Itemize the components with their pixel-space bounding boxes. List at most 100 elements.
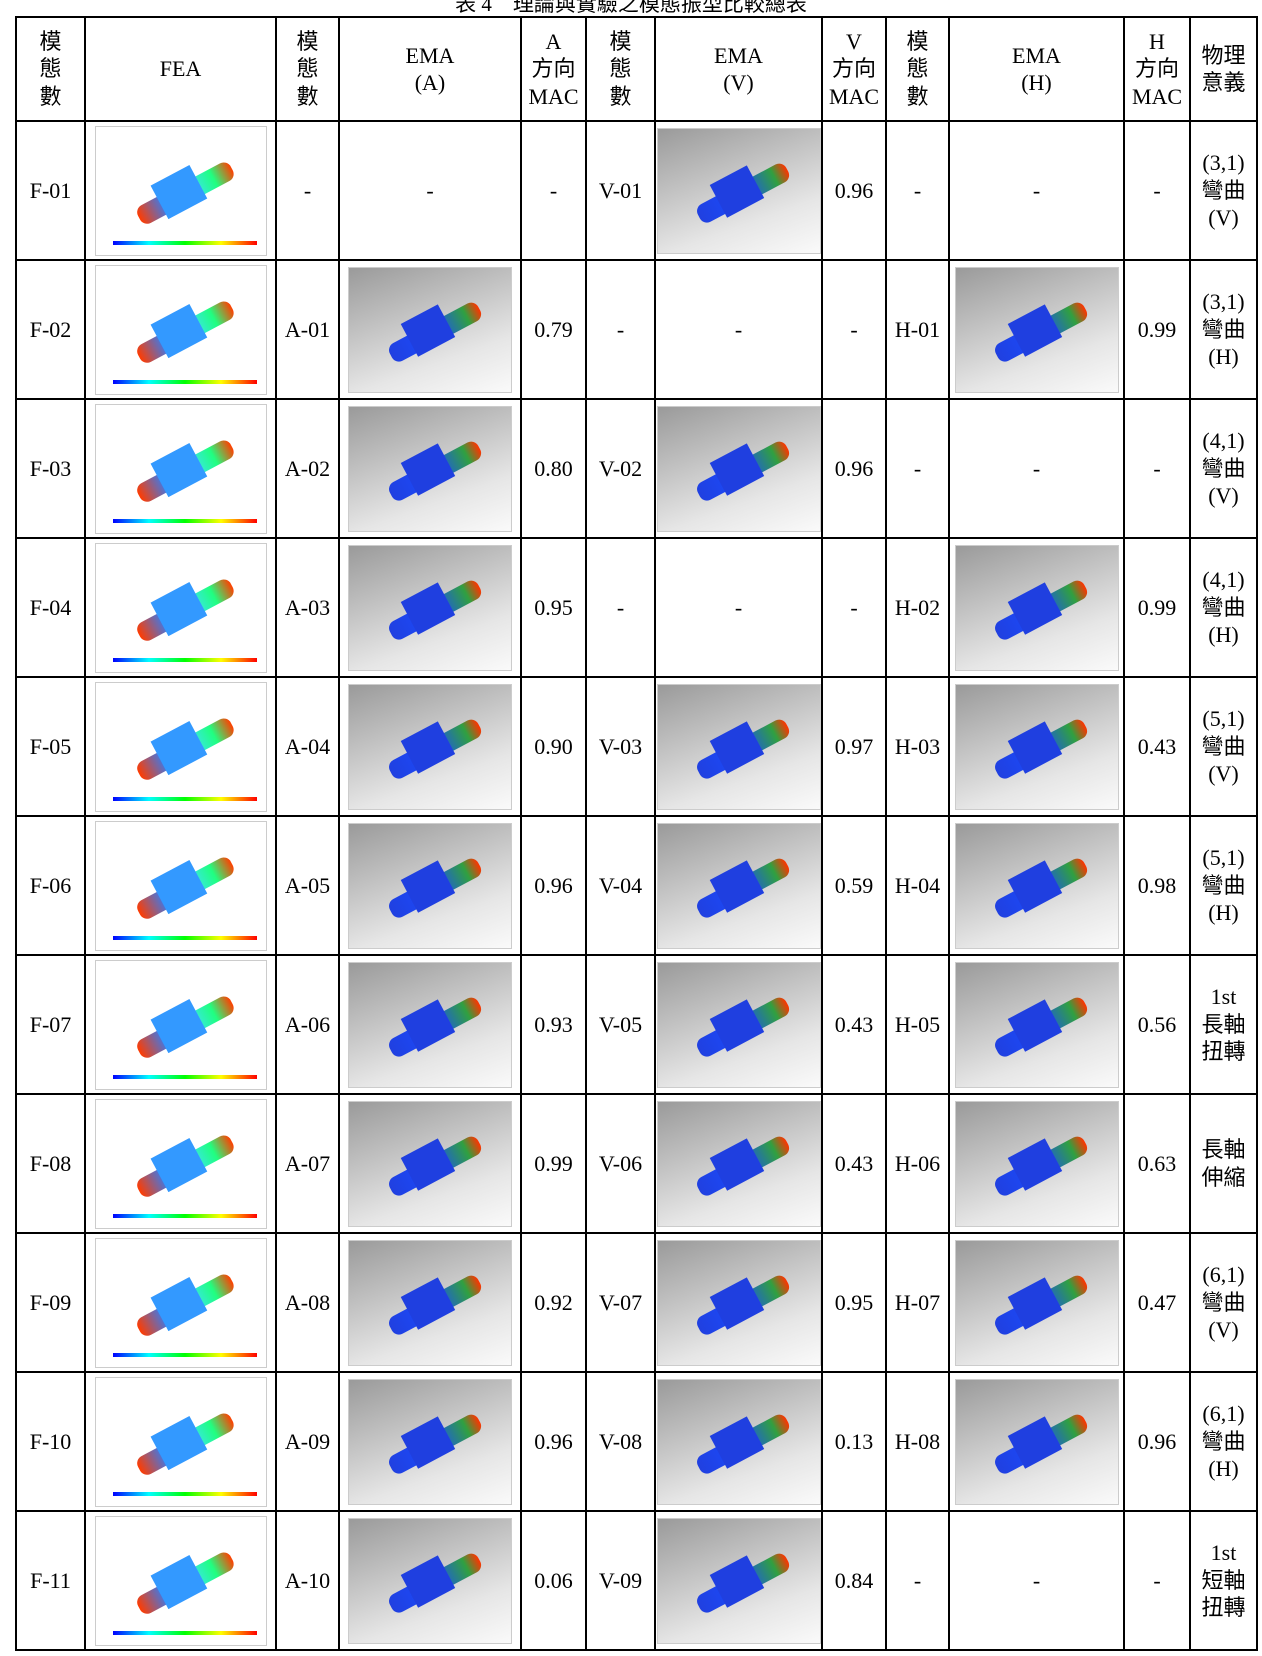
cell: 0.96	[521, 816, 586, 955]
ema-image	[955, 962, 1119, 1088]
cell: F-04	[16, 538, 85, 677]
image-cell	[949, 955, 1124, 1094]
image-cell	[949, 1094, 1124, 1233]
cell: F-03	[16, 399, 85, 538]
fea-image	[95, 1516, 267, 1646]
ema-image	[657, 1518, 821, 1644]
ema-image	[348, 823, 512, 949]
ema-image	[348, 545, 512, 671]
meaning-text: (4,1)	[1191, 566, 1256, 594]
header-text: 態	[587, 55, 654, 83]
table-row: F-08A-070.99V-060.43H-060.63長軸伸縮	[16, 1094, 1257, 1233]
image-cell	[85, 399, 276, 538]
header-cell: EMA(V)	[655, 17, 822, 121]
header-text: 態	[277, 55, 338, 83]
meaning-text: 彎曲	[1191, 1289, 1256, 1317]
ema-image	[657, 1379, 821, 1505]
meaning-cell: (6,1)彎曲(V)	[1190, 1233, 1257, 1372]
table-row: F-07A-060.93V-050.43H-050.561st長軸扭轉	[16, 955, 1257, 1094]
image-cell	[339, 816, 521, 955]
image-cell	[655, 816, 822, 955]
meaning-text: (V)	[1191, 482, 1256, 510]
meaning-text: 長軸	[1191, 1136, 1256, 1164]
fea-image	[95, 960, 267, 1090]
header-text: 意義	[1191, 69, 1256, 97]
cell: 0.99	[1124, 538, 1190, 677]
meaning-cell: (4,1)彎曲(V)	[1190, 399, 1257, 538]
cell: V-05	[586, 955, 655, 1094]
cell: 0.97	[822, 677, 886, 816]
image-cell	[339, 1372, 521, 1511]
cell: -	[586, 538, 655, 677]
ema-image	[657, 406, 821, 532]
cell: H-01	[886, 260, 949, 399]
cell: 0.95	[521, 538, 586, 677]
meaning-cell: (5,1)彎曲(V)	[1190, 677, 1257, 816]
cell: -	[1124, 399, 1190, 538]
meaning-text: 彎曲	[1191, 455, 1256, 483]
color-bar	[113, 1214, 258, 1218]
cell: 0.06	[521, 1511, 586, 1650]
image-cell	[85, 260, 276, 399]
image-cell	[655, 1233, 822, 1372]
image-cell	[949, 1372, 1124, 1511]
header-cell: 模態數	[16, 17, 85, 121]
image-cell	[339, 260, 521, 399]
fea-image	[95, 821, 267, 951]
cell: -	[822, 260, 886, 399]
header-text: 數	[587, 83, 654, 111]
cell: A-08	[276, 1233, 339, 1372]
header-text: (A)	[340, 69, 520, 97]
image-cell	[949, 1233, 1124, 1372]
table-row: F-11A-100.06V-090.84---1st短軸扭轉	[16, 1511, 1257, 1650]
cell: 0.84	[822, 1511, 886, 1650]
meaning-text: 扭轉	[1191, 1594, 1256, 1622]
header-text: 物理	[1191, 42, 1256, 70]
cell: -	[1124, 121, 1190, 260]
ema-image	[348, 1379, 512, 1505]
meaning-text: 短軸	[1191, 1567, 1256, 1595]
image-cell	[339, 538, 521, 677]
ema-image	[348, 1518, 512, 1644]
cell: H-03	[886, 677, 949, 816]
meaning-cell: (6,1)彎曲(H)	[1190, 1372, 1257, 1511]
ema-image	[657, 684, 821, 810]
color-bar	[113, 380, 258, 384]
header-text: 方向	[823, 55, 885, 83]
cell: 0.59	[822, 816, 886, 955]
fea-image	[95, 126, 267, 256]
ema-image	[348, 684, 512, 810]
ema-image	[657, 823, 821, 949]
ema-image	[348, 1101, 512, 1227]
cell: V-07	[586, 1233, 655, 1372]
meaning-text: 伸縮	[1191, 1164, 1256, 1192]
fea-image	[95, 404, 267, 534]
header-cell: 模態數	[276, 17, 339, 121]
meaning-text: 長軸	[1191, 1011, 1256, 1039]
cell: A-10	[276, 1511, 339, 1650]
cell: -	[521, 121, 586, 260]
image-cell	[339, 1094, 521, 1233]
ema-image	[955, 1101, 1119, 1227]
image-cell	[85, 677, 276, 816]
image-cell	[655, 121, 822, 260]
cell: 0.96	[822, 399, 886, 538]
cell: 0.92	[521, 1233, 586, 1372]
cell: 0.43	[1124, 677, 1190, 816]
ema-image	[657, 128, 821, 254]
meaning-cell: (5,1)彎曲(H)	[1190, 816, 1257, 955]
image-cell	[85, 1094, 276, 1233]
header-text: 模	[887, 28, 948, 56]
image-cell	[85, 121, 276, 260]
fea-image	[95, 682, 267, 812]
color-bar	[113, 797, 258, 801]
fea-image	[95, 1377, 267, 1507]
ema-image	[955, 267, 1119, 393]
meaning-text: (V)	[1191, 760, 1256, 788]
cell: 0.99	[521, 1094, 586, 1233]
cell: F-06	[16, 816, 85, 955]
table-row: F-10A-090.96V-080.13H-080.96(6,1)彎曲(H)	[16, 1372, 1257, 1511]
